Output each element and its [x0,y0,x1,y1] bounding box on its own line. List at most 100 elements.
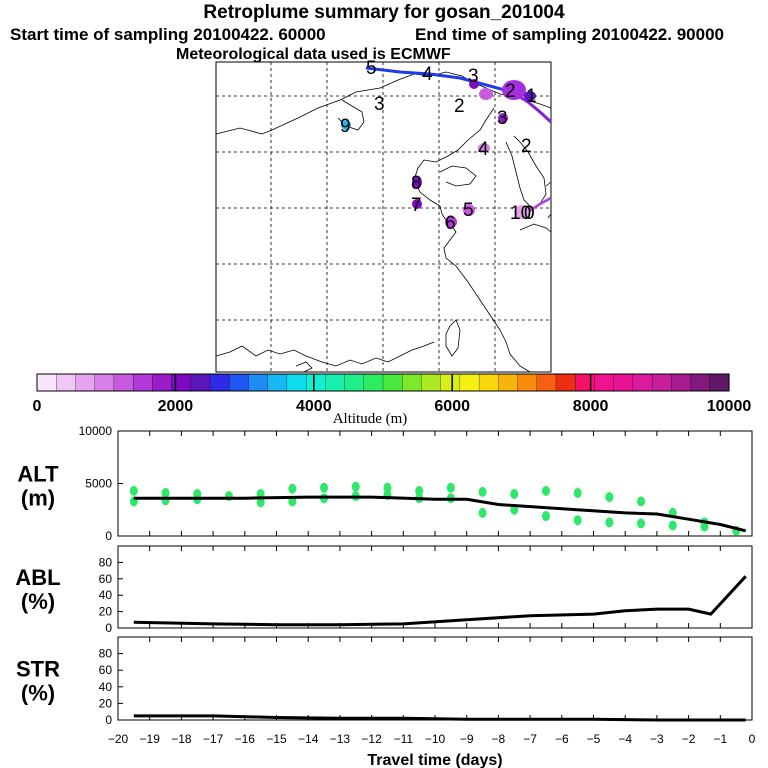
y-tick-label: 60 [99,572,113,586]
colorbar-cell [132,373,153,392]
colorbar-cell [651,373,672,392]
scatter-point [637,518,646,529]
colorbar-cell [152,373,173,392]
colorbar-cell [632,373,653,392]
map-frame [215,61,552,373]
colorbar-cell [325,373,346,392]
colorbar-cell [248,373,269,392]
y-tick-label: 80 [99,647,113,661]
scatter-point [256,497,265,508]
chart-title: Retroplume summary for gosan_201004 [203,2,565,23]
coastline-hainan [295,361,313,373]
colorbar-cell [209,373,230,392]
scatter-point [383,482,392,493]
y-tick-label: 80 [99,555,113,569]
colorbar-cell [402,373,422,392]
colorbar-tick-label: 4000 [296,398,332,415]
colorbar-cell [709,373,730,392]
y-tick-label: 0 [105,529,112,543]
x-tick-label: −16 [235,732,256,746]
colorbar-cell [36,373,57,392]
scatter-point [415,485,424,496]
colorbar-ticks: 0 2000 4000 6000 8000 10000 [33,374,751,415]
x-tick-label: −12 [361,732,382,746]
plume-label: 2 [454,96,465,117]
scatter-point [510,504,519,515]
x-tick-label: −1 [713,732,727,746]
panel-ylabel-unit: (%) [21,681,55,706]
colorbar-cell [613,373,634,392]
plume-label: 5 [463,200,474,221]
x-tick-label: −6 [555,732,569,746]
coastline-south [215,341,435,367]
colorbar-cell [421,373,442,392]
start-time-label: Start time of sampling 20100422. 60000 [10,25,326,44]
panel-ylabel: STR [16,657,60,682]
end-time-label: End time of sampling 20100422. 90000 [415,25,724,44]
coastline-bohai [413,107,531,373]
x-tick-label: −15 [266,732,287,746]
x-tick-label: −5 [587,732,601,746]
x-tick-label: −2 [682,732,696,746]
colorbar-cell [229,373,249,392]
coastline-japan [519,181,552,233]
panel-alt: 0 5000 10000 ALT(m) [17,424,753,543]
colorbar-cell [190,373,211,392]
plume-label: 1 [526,86,537,107]
plume-label: 3 [374,94,385,115]
scatter-point [541,511,550,522]
time-series-panels: 0500010000ALT(m)020406080ABL(%)020406080… [15,424,755,768]
colorbar-cell [459,373,480,392]
scatter-point [161,487,170,498]
blob-3a [479,88,493,100]
colorbar-cell [498,373,519,392]
colorbar-cell [690,373,711,392]
plume-label: 9 [340,116,351,137]
x-tick-label: −9 [460,732,474,746]
x-tick-label: −20 [108,732,129,746]
x-tick-label: −18 [171,732,192,746]
colorbar-tick-label: 2000 [158,398,194,415]
blob-3b [469,79,479,89]
colorbar-tick-label: 8000 [573,398,609,415]
scatter-point [700,521,709,532]
colorbar-cell [56,373,76,392]
series-line [133,714,746,722]
coastline-taiwan [445,319,461,357]
blob-1 [524,91,536,101]
colorbar-cell [440,373,461,392]
scatter-point [573,515,582,526]
blob-2 [502,80,526,100]
y-tick-label: 20 [99,696,113,710]
plume-label: 4 [422,64,433,85]
x-tick-label: −4 [618,732,632,746]
colorbar-cell [286,373,307,392]
scatter-point [605,517,614,528]
scatter-point [541,485,550,496]
map-panel: 5 4 3 2 1 3 2 9 3 2 4 8 7 6 5 10 0 [215,58,553,373]
panel-abl: 0 20 40 60 80 ABL(%) [15,545,753,635]
coastline-north [215,71,552,135]
scatter-point [510,489,519,499]
x-tick-label: −10 [425,732,446,746]
blob-7 [412,199,422,209]
scatter-point [605,492,614,503]
plume-blobs [341,79,536,228]
scatter-point [668,520,677,531]
panel-frame [117,545,753,629]
plume-label: 3 [497,108,508,129]
blob-5 [463,204,475,216]
series-line [133,495,747,533]
scatter-point [288,483,297,494]
colorbar-cell [171,373,192,392]
y-tick-label: 5000 [85,477,112,491]
x-tick-label: −7 [523,732,537,746]
series-line [133,575,747,627]
colorbar-cell [344,373,365,392]
y-tick-label: 60 [99,663,113,677]
scatter-point [637,496,646,507]
x-tick-label: −17 [203,732,224,746]
plume-label: 2 [505,81,516,102]
blob-6 [445,216,457,228]
